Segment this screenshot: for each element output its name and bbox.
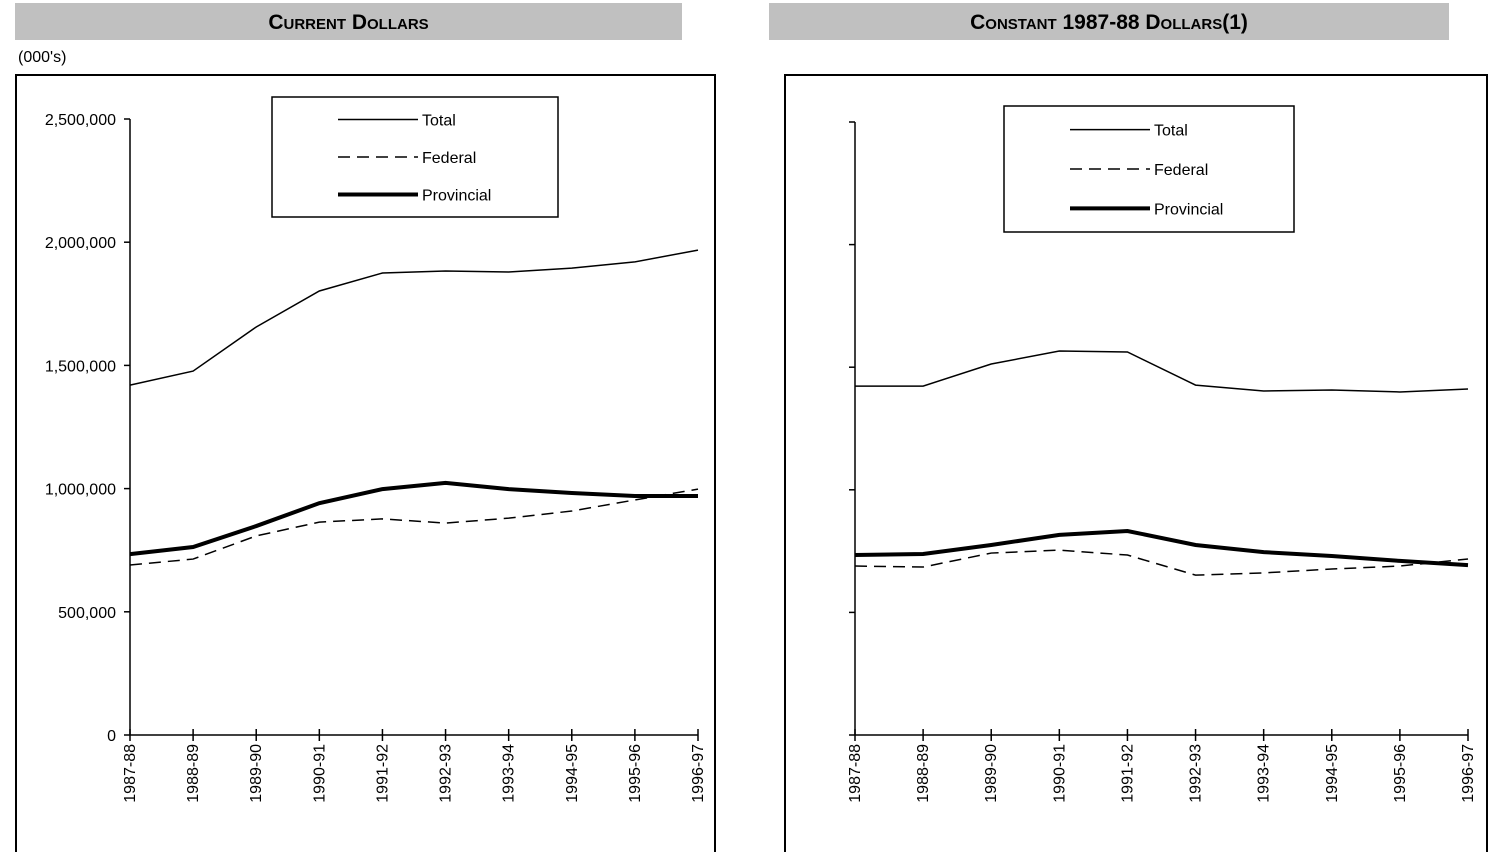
y-tick-label: 2,500,000 [45,112,116,129]
frame [15,74,716,857]
x-tick-label: 1990-91 [1051,744,1068,803]
legend-label: Federal [1154,162,1208,179]
x-tick-label: 1987-88 [122,744,139,803]
x-tick-label: 1994-95 [1324,744,1341,803]
x-tick-label: 1989-90 [983,744,1000,803]
x-tick-label: 1996-97 [690,744,707,803]
legend-label: Total [422,113,456,130]
series-line [854,549,1469,576]
x-tick-label: 1989-90 [248,744,265,803]
x-tick-label: 1988-89 [185,744,202,803]
x-tick-label: 1995-96 [1392,744,1409,803]
x-tick-label: 1991-92 [374,744,391,803]
x-tick-label: 1994-95 [564,744,581,803]
chart-title: Current Dollars [268,11,428,34]
series-line [855,350,1469,393]
y-tick-label: 0 [107,728,116,745]
series-line [129,249,699,386]
header-bar [15,3,682,40]
legend-label: Provincial [1154,201,1223,218]
frame [784,74,1488,857]
series-line [854,528,1469,568]
legend-label: Total [1154,123,1188,140]
y-tick-label: 1,500,000 [45,358,116,375]
series-line [129,488,699,566]
x-tick-label: 1993-94 [501,744,518,803]
x-tick-label: 1987-88 [847,744,864,803]
x-tick-label: 1992-93 [438,744,455,803]
unit-label: (000's) [18,49,66,66]
x-tick-label: 1996-97 [1460,744,1477,803]
y-tick-label: 500,000 [58,605,116,622]
x-tick-label: 1992-93 [1188,744,1205,803]
legend-label: Federal [422,150,476,167]
y-tick-label: 2,000,000 [45,235,116,252]
chart-title: Constant 1987-88 Dollars(1) [970,11,1248,34]
x-tick-label: 1995-96 [627,744,644,803]
y-tick-label: 1,000,000 [45,482,116,499]
x-tick-label: 1988-89 [915,744,932,803]
header-bar [769,3,1449,40]
x-tick-label: 1993-94 [1256,744,1273,803]
x-tick-label: 1990-91 [311,744,328,803]
legend-label: Provincial [422,188,491,205]
series-line [129,480,698,557]
x-tick-label: 1991-92 [1119,744,1136,803]
